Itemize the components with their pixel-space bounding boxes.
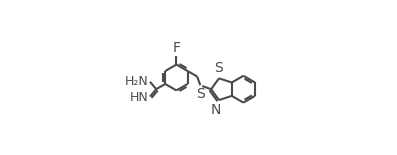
Text: H₂N: H₂N: [125, 75, 149, 88]
Text: F: F: [172, 41, 180, 55]
Text: S: S: [196, 87, 205, 101]
Text: HN: HN: [130, 91, 149, 104]
Text: S: S: [214, 61, 223, 75]
Text: N: N: [211, 103, 222, 117]
